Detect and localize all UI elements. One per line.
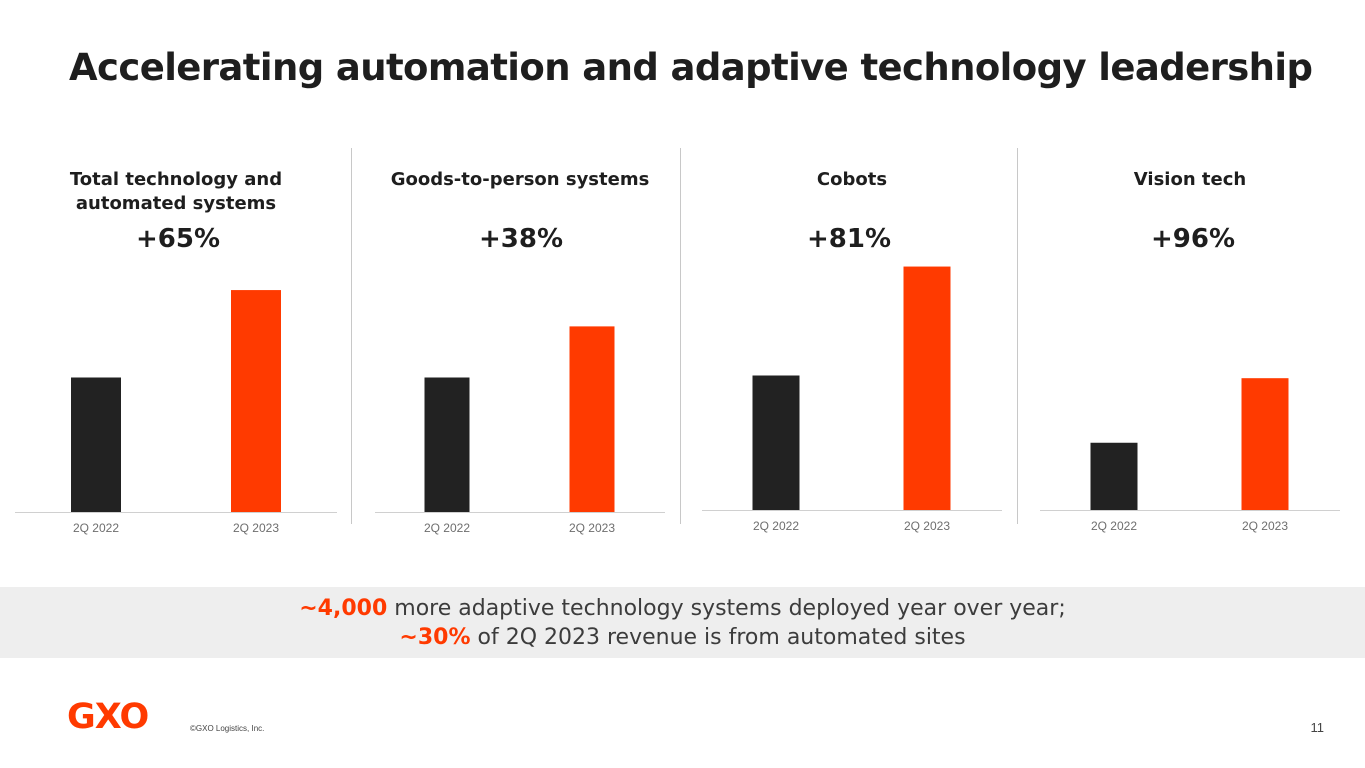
bar-2q-2022 — [1090, 442, 1138, 510]
growth-label: +65% — [135, 224, 221, 254]
bar-2q-2023 — [231, 290, 281, 512]
x-tick-label: 2Q 2022 — [753, 519, 799, 533]
banner-highlight: ~30% — [399, 625, 471, 650]
summary-banner: ~4,000 more adaptive technology systems … — [0, 587, 1365, 658]
chart-title: Vision tech — [1133, 169, 1247, 190]
bar-2q-2022 — [424, 377, 470, 512]
banner-text: more adaptive technology systems deploye… — [387, 596, 1066, 621]
x-tick-label: 2Q 2023 — [1242, 519, 1288, 533]
banner-line-1: ~4,000 more adaptive technology systems … — [0, 594, 1365, 623]
chart-cobots: Cobots +81% 2Q 2022 2Q 2023 — [702, 0, 1002, 560]
banner-line-2: ~30% of 2Q 2023 revenue is from automate… — [0, 623, 1365, 652]
divider — [351, 148, 352, 524]
x-tick-label: 2Q 2022 — [424, 521, 470, 535]
chart-title: Cobots — [816, 169, 888, 190]
bar-chart: 2Q 2022 2Q 2023 — [702, 266, 1002, 533]
chart-goods-to-person: Goods-to-person systems +38% 2Q 2022 2Q 2… — [375, 0, 665, 560]
bar-2q-2022 — [71, 377, 121, 512]
growth-label: +96% — [1150, 224, 1236, 254]
divider — [1017, 148, 1018, 524]
bar-chart: 2Q 2022 2Q 2023 — [15, 290, 337, 535]
banner-text: of 2Q 2023 revenue is from automated sit… — [470, 625, 966, 650]
slide-title: Accelerating automation and adaptive tec… — [69, 46, 1313, 89]
divider — [680, 148, 681, 524]
bar-2q-2023 — [569, 326, 615, 512]
x-tick-label: 2Q 2022 — [73, 521, 119, 535]
growth-label: +81% — [806, 224, 892, 254]
page-number: 11 — [1310, 720, 1325, 735]
bar-2q-2022 — [752, 375, 800, 510]
copyright-text: ©GXO Logistics, Inc. — [190, 724, 265, 733]
bar-2q-2023 — [1241, 378, 1289, 510]
banner-highlight: ~4,000 — [299, 596, 388, 621]
chart-title: Total technology and automated systems — [69, 169, 283, 214]
bar-chart: 2Q 2022 2Q 2023 — [375, 326, 665, 535]
x-tick-label: 2Q 2023 — [233, 521, 279, 535]
x-tick-label: 2Q 2022 — [1091, 519, 1137, 533]
bar-2q-2023 — [903, 266, 951, 510]
bar-chart: 2Q 2022 2Q 2023 — [1040, 378, 1340, 533]
x-tick-label: 2Q 2023 — [904, 519, 950, 533]
gxo-logo: GXO — [67, 697, 149, 737]
growth-label: +38% — [478, 224, 564, 254]
chart-total-technology: Total technology and automated systems +… — [15, 0, 337, 560]
x-tick-label: 2Q 2023 — [569, 521, 615, 535]
chart-title: Goods-to-person systems — [390, 169, 650, 190]
chart-vision-tech: Vision tech +96% 2Q 2022 2Q 2023 — [1040, 0, 1340, 560]
